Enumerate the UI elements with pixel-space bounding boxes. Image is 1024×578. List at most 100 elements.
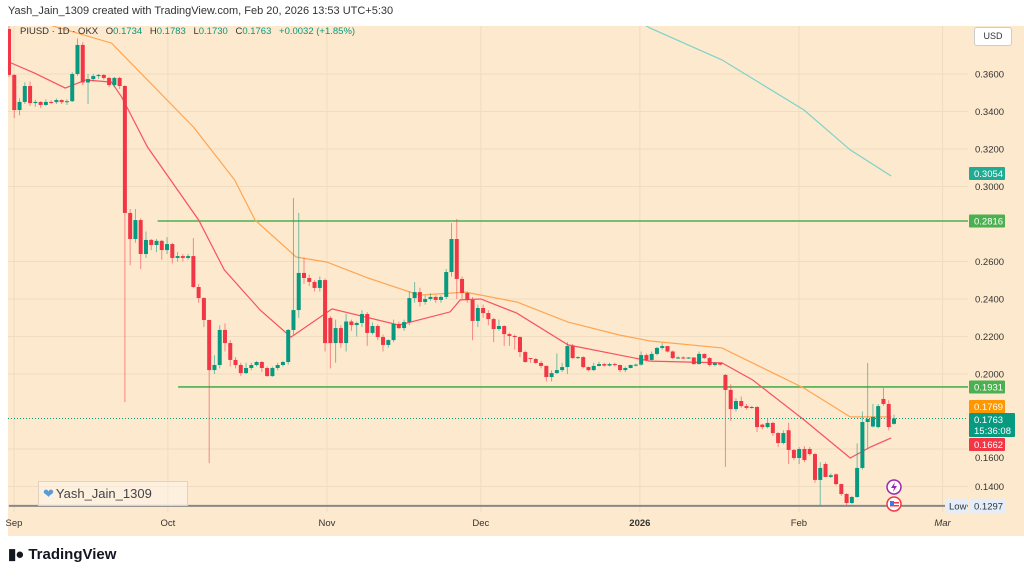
candle-body [386, 340, 391, 345]
candle-body [33, 101, 38, 104]
candle-body [412, 292, 417, 299]
high-value: 0.1783 [156, 26, 186, 37]
price-badge [969, 214, 1005, 228]
candle-body [280, 362, 285, 365]
candle-body [170, 244, 175, 258]
time-tick-label: Mar [934, 518, 951, 529]
candle-body [839, 484, 844, 494]
candle-body [244, 368, 249, 374]
moving-average-line [50, 26, 892, 418]
candle-body [760, 424, 765, 428]
candle-body [834, 474, 839, 485]
candle-body [870, 416, 875, 427]
low-badge-bg [945, 498, 967, 513]
open-value: 0.1734 [113, 26, 143, 37]
candle-body [396, 323, 401, 329]
candle-body [444, 272, 449, 297]
candle-body [491, 319, 496, 329]
candle-body [765, 422, 770, 428]
candle-body [449, 239, 454, 272]
candle-body [122, 86, 127, 213]
candle-body [818, 467, 823, 480]
candle-body [560, 367, 565, 371]
price-badge-label: 0.1662 [974, 440, 1003, 451]
candle-body [402, 322, 407, 329]
candle-body [117, 77, 122, 86]
open-label: O [105, 26, 114, 37]
candle-body [812, 454, 817, 480]
candle-body [317, 280, 322, 288]
candle-body [28, 86, 33, 104]
candle-body [165, 244, 170, 251]
candle-body [539, 362, 544, 366]
candle-body [749, 407, 754, 408]
candle-body [533, 359, 538, 363]
candle-body [112, 77, 117, 86]
candle-body [807, 449, 812, 455]
candle-body [417, 292, 422, 302]
candle-body [660, 346, 665, 348]
candle-body [259, 362, 264, 368]
candle-body [101, 74, 106, 78]
candle-body [512, 335, 517, 338]
candle-body [739, 401, 744, 407]
candle-body [133, 220, 138, 239]
close-value: 0.1763 [242, 26, 272, 37]
currency-button[interactable]: USD [974, 27, 1012, 46]
candle-body [438, 296, 443, 300]
candle-body [349, 321, 354, 326]
candle-body [733, 401, 738, 410]
price-badge-label: 0.1769 [974, 402, 1003, 413]
candle-body [175, 256, 180, 258]
candle-body [602, 364, 607, 366]
candle-body [791, 449, 796, 458]
candle-body [686, 357, 691, 359]
candle-body [723, 374, 728, 390]
candle-body [423, 299, 428, 302]
candle-body [681, 357, 686, 359]
tradingview-footer: ▮● TradingView [8, 545, 116, 564]
candle-body [75, 44, 80, 74]
flag-stripe [894, 502, 899, 504]
candle-body [691, 357, 696, 365]
candle-body [628, 365, 633, 368]
candle-body [639, 355, 644, 365]
price-badge [969, 413, 1015, 437]
candle-body [718, 363, 723, 365]
candle-body [665, 346, 670, 352]
candle-body [107, 77, 112, 86]
candle-body [64, 101, 69, 103]
candle-body [70, 74, 75, 102]
close-label: C [235, 26, 243, 37]
symbol-label[interactable]: PIUSD · 1D · OKX [20, 26, 99, 37]
candle-body [855, 467, 860, 497]
heart-icon: ❤ [43, 486, 54, 501]
candle-body [128, 212, 133, 239]
price-tick-label: 0.2400 [975, 295, 1004, 306]
candle-body [96, 74, 101, 77]
candle-body [575, 357, 580, 359]
candle-body [307, 278, 312, 282]
candle-body [612, 364, 617, 366]
low-price-label: 0.1297 [974, 501, 1003, 512]
tradingview-logo-icon: ▮● [8, 546, 24, 563]
candle-body [507, 334, 512, 336]
candle-body [591, 365, 596, 371]
price-tick-label: 0.3600 [975, 70, 1004, 81]
candle-body [565, 346, 570, 368]
candle-body [370, 326, 375, 333]
candle-body [744, 406, 749, 408]
candle-body [38, 101, 43, 105]
candle-body [523, 352, 528, 362]
candle-body [254, 362, 259, 365]
candle-body [323, 280, 328, 344]
candle-body [359, 314, 364, 323]
candle-body [312, 281, 317, 288]
price-badge-label: 0.2816 [974, 217, 1003, 228]
candle-body [186, 256, 191, 258]
candle-body [892, 418, 896, 424]
candle-body [844, 494, 849, 503]
candle-body [344, 321, 349, 344]
candle-body [849, 497, 854, 503]
